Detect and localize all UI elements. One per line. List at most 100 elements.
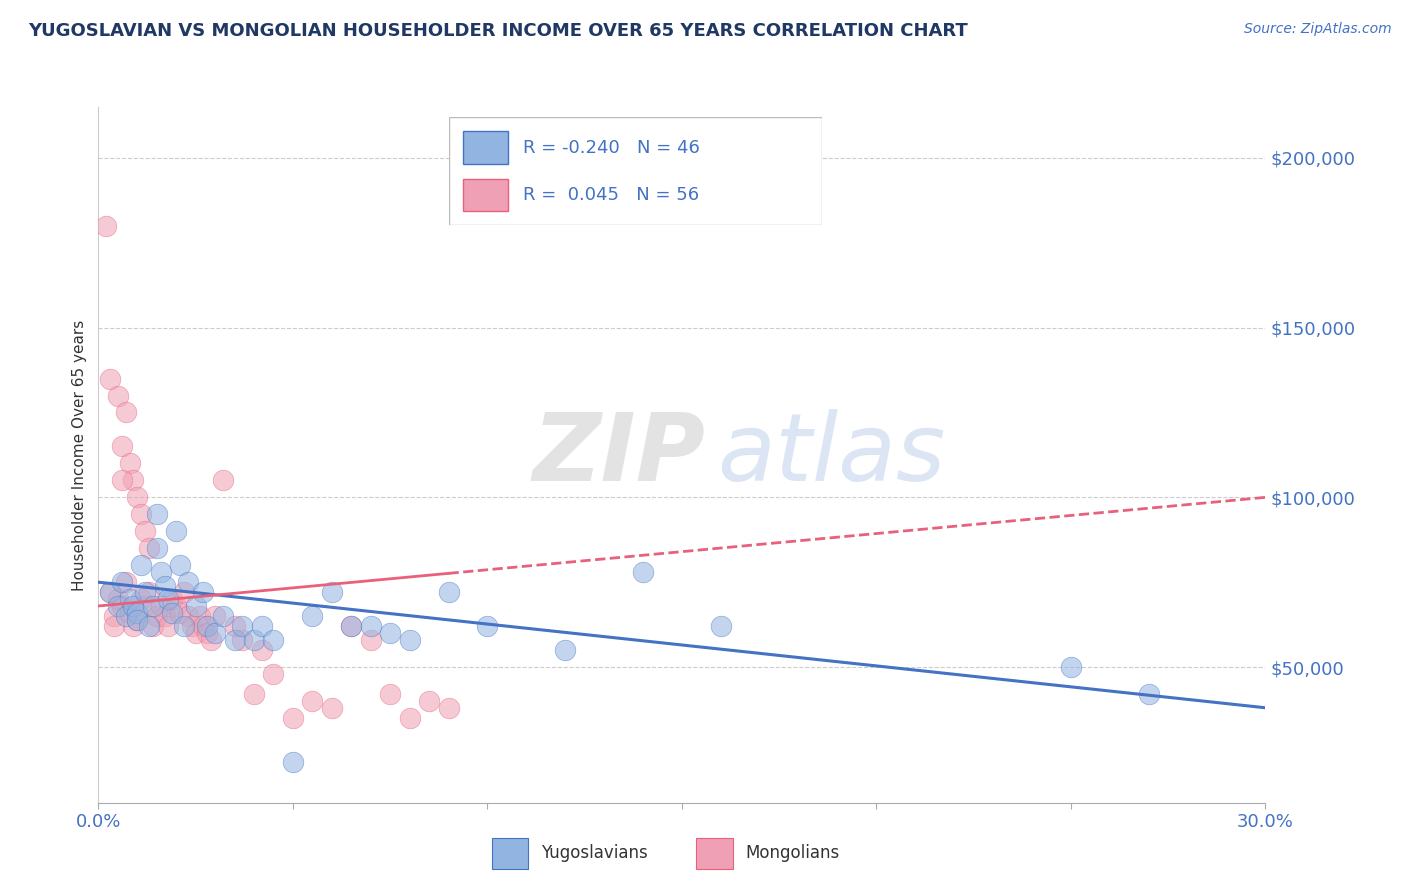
Point bbox=[134, 585, 156, 599]
Point bbox=[127, 613, 149, 627]
Point bbox=[162, 606, 184, 620]
Point bbox=[321, 585, 343, 599]
Point bbox=[378, 687, 402, 701]
Point bbox=[111, 439, 134, 453]
Point bbox=[250, 619, 273, 633]
Point bbox=[554, 643, 576, 657]
Point bbox=[129, 508, 152, 522]
Point bbox=[138, 541, 160, 556]
Point bbox=[103, 609, 125, 624]
Point bbox=[177, 575, 200, 590]
Point bbox=[477, 619, 499, 633]
Point bbox=[184, 599, 207, 613]
Point bbox=[114, 575, 136, 590]
Text: YUGOSLAVIAN VS MONGOLIAN HOUSEHOLDER INCOME OVER 65 YEARS CORRELATION CHART: YUGOSLAVIAN VS MONGOLIAN HOUSEHOLDER INC… bbox=[28, 22, 967, 40]
Point bbox=[321, 700, 343, 714]
Point bbox=[193, 585, 215, 599]
Text: atlas: atlas bbox=[717, 409, 945, 500]
Y-axis label: Householder Income Over 65 years: Householder Income Over 65 years bbox=[72, 319, 87, 591]
Point bbox=[437, 700, 460, 714]
Point bbox=[162, 592, 184, 607]
Point bbox=[224, 632, 246, 647]
Point bbox=[98, 371, 121, 385]
Point bbox=[243, 687, 266, 701]
Point bbox=[360, 619, 382, 633]
Point bbox=[127, 491, 149, 505]
Point bbox=[111, 575, 134, 590]
Point bbox=[204, 609, 226, 624]
Point bbox=[127, 613, 149, 627]
Point bbox=[107, 599, 129, 613]
Point bbox=[195, 619, 218, 633]
Point bbox=[631, 565, 654, 579]
Point bbox=[114, 405, 136, 419]
Point bbox=[96, 219, 118, 233]
Point bbox=[107, 592, 129, 607]
Point bbox=[1060, 660, 1083, 674]
Point bbox=[398, 632, 420, 647]
Point bbox=[281, 755, 304, 769]
Point bbox=[195, 626, 218, 640]
Point bbox=[149, 565, 172, 579]
Point bbox=[360, 632, 382, 647]
Point bbox=[231, 619, 253, 633]
Point bbox=[134, 599, 156, 613]
Point bbox=[165, 599, 187, 613]
Point bbox=[114, 609, 136, 624]
Point bbox=[118, 606, 141, 620]
Point bbox=[262, 666, 284, 681]
Point bbox=[127, 606, 149, 620]
Point bbox=[1137, 687, 1160, 701]
Point bbox=[142, 599, 165, 613]
Point bbox=[301, 694, 323, 708]
Point bbox=[169, 606, 191, 620]
Text: ZIP: ZIP bbox=[533, 409, 706, 501]
Point bbox=[177, 609, 200, 624]
Point bbox=[250, 643, 273, 657]
Point bbox=[146, 508, 169, 522]
Point bbox=[204, 626, 226, 640]
Point bbox=[111, 599, 134, 613]
Point bbox=[142, 619, 165, 633]
Point bbox=[138, 585, 160, 599]
Point bbox=[98, 585, 121, 599]
Point bbox=[180, 619, 202, 633]
Point bbox=[103, 619, 125, 633]
Point bbox=[122, 619, 145, 633]
Point bbox=[129, 558, 152, 573]
Point bbox=[122, 599, 145, 613]
Point bbox=[169, 558, 191, 573]
Point bbox=[200, 632, 222, 647]
Point bbox=[153, 578, 176, 592]
Point bbox=[184, 626, 207, 640]
Point bbox=[118, 457, 141, 471]
Point bbox=[149, 599, 172, 613]
Point bbox=[98, 585, 121, 599]
Point bbox=[340, 619, 363, 633]
Point bbox=[710, 619, 733, 633]
Point bbox=[212, 609, 235, 624]
Point bbox=[173, 585, 195, 599]
Point bbox=[301, 609, 323, 624]
Point bbox=[173, 619, 195, 633]
Point bbox=[224, 619, 246, 633]
Point bbox=[146, 609, 169, 624]
Point bbox=[378, 626, 402, 640]
Point bbox=[281, 711, 304, 725]
Point bbox=[122, 474, 145, 488]
Point bbox=[138, 619, 160, 633]
Point bbox=[157, 619, 180, 633]
Point bbox=[107, 388, 129, 402]
Text: Source: ZipAtlas.com: Source: ZipAtlas.com bbox=[1244, 22, 1392, 37]
Point bbox=[129, 592, 152, 607]
Point bbox=[157, 592, 180, 607]
Point bbox=[111, 474, 134, 488]
Point bbox=[153, 609, 176, 624]
Point bbox=[398, 711, 420, 725]
Point bbox=[118, 592, 141, 607]
Point bbox=[146, 541, 169, 556]
Point bbox=[262, 632, 284, 647]
Point bbox=[243, 632, 266, 647]
Point bbox=[437, 585, 460, 599]
Point bbox=[165, 524, 187, 539]
